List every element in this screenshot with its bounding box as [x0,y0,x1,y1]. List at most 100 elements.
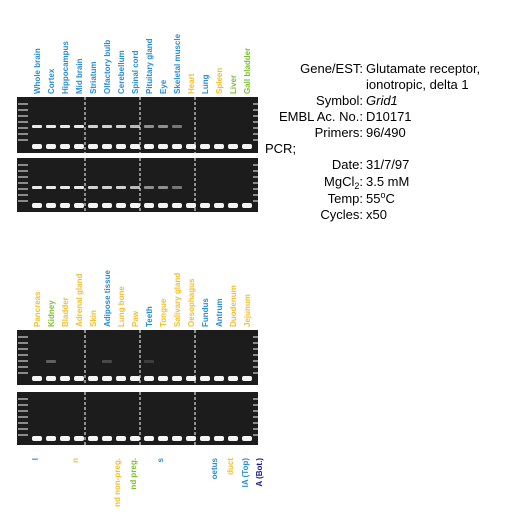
primer-band [200,376,210,381]
lane-label: duct [226,458,235,475]
primer-band [88,144,98,149]
ladder-band [253,404,258,406]
primer-band [158,144,168,149]
info-value: x50 [366,207,387,222]
lane-label: Lung bone [117,286,126,327]
ladder-band [253,342,258,344]
primer-band [46,203,56,208]
primer-band [214,144,224,149]
lane-label: Striatum [89,62,98,94]
lane-label: Heart [187,73,196,94]
ladder-band [253,176,258,178]
lane-label: Fundus [201,298,210,327]
primer-band [130,144,140,149]
primer-band [46,144,56,149]
primer-band [186,144,196,149]
lane-label: Olfactory bulb [103,40,112,94]
unit: C [385,191,394,206]
ladder-band [18,194,28,196]
product-band [88,186,98,189]
ladder-band [253,200,258,202]
lane-label: Duodenum [229,285,238,327]
primer-band [228,436,238,441]
info-label: PCR; [265,141,296,156]
lane-label: Mid brain [75,58,84,94]
lane-label: Adipose tissue [103,270,112,327]
ladder-band [253,354,258,356]
product-band [144,360,154,363]
ladder-band [18,434,28,436]
product-band [74,186,84,189]
lane-label: Paw [131,310,140,327]
info-value: ionotropic, delta 1 [366,77,469,92]
primer-band [60,436,70,441]
ladder-band [253,121,258,123]
primer-band [88,436,98,441]
ladder-band [253,115,258,117]
ladder-band [18,200,28,202]
lane-label: Skin [89,310,98,327]
ladder-band [18,176,28,178]
product-band [60,125,70,128]
primer-band [32,203,42,208]
product-band [158,186,168,189]
primer-band [144,436,154,441]
primer-band [74,203,84,208]
ladder-band [18,342,28,344]
lane-label: Liver [229,75,238,94]
product-band [74,125,84,128]
ladder-band [18,354,28,356]
ladder-band [253,164,258,166]
product-band [144,125,154,128]
primer-band [228,203,238,208]
ladder-band [253,372,258,374]
ladder-band [253,133,258,135]
lane-label: nd non-preg. [113,458,122,507]
colon: : [359,174,363,189]
primer-band [228,376,238,381]
product-band [144,186,154,189]
primer-band [130,203,140,208]
subscript: 2 [354,181,359,191]
lane-label: Skeletal muscle [173,33,182,94]
info-value: 3.5 mM [366,174,409,189]
primer-band [60,203,70,208]
primer-band [102,144,112,149]
ladder-band [18,170,28,172]
primer-band [186,203,196,208]
info-label: Cycles: [320,207,363,222]
primer-band [200,203,210,208]
primer-band [144,144,154,149]
info-label: Gene/EST: [300,61,363,76]
primer-band [214,376,224,381]
info-label: MgCl2: [324,174,363,191]
ladder-band [18,336,28,338]
ladder-band [253,434,258,436]
product-band [88,125,98,128]
primer-band [116,203,126,208]
primer-band [60,376,70,381]
ladder-band [253,366,258,368]
product-band [102,125,112,128]
ladder-band [253,348,258,350]
ladder-band [253,360,258,362]
primer-band [186,376,196,381]
product-band [172,125,182,128]
info-value: 55 [366,191,380,206]
lane-label: Hippocampus [61,41,70,94]
primer-band [172,144,182,149]
primer-band [102,203,112,208]
product-band [46,186,56,189]
lane-label: Teeth [145,306,154,327]
ladder-band [18,410,28,412]
primer-band [46,376,56,381]
info-value: 31/7/97 [366,157,409,172]
ladder-band [253,398,258,400]
lane-label: nd preg. [129,458,138,490]
primer-band [88,376,98,381]
superscript: o [380,190,385,200]
primer-band [228,144,238,149]
lane-label: Kidney [47,300,56,327]
lane-label: Oesophagus [187,278,196,327]
